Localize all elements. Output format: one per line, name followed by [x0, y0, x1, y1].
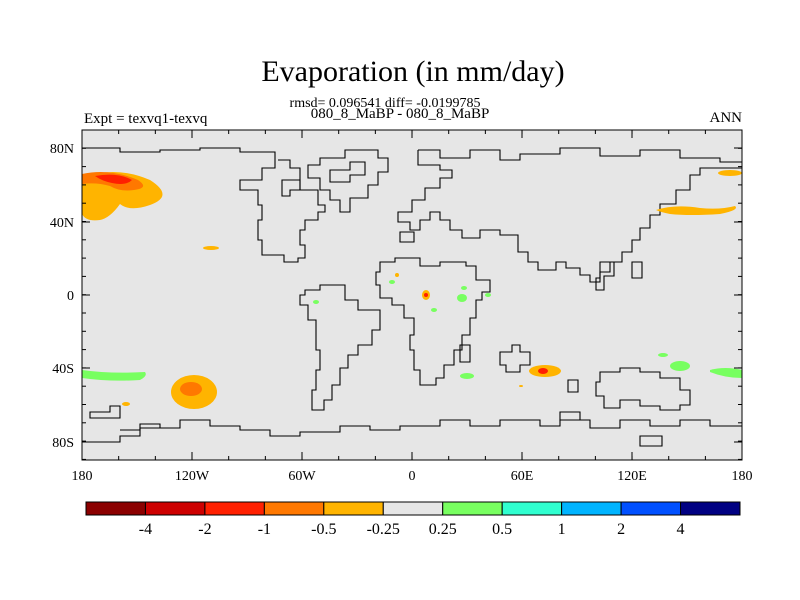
lat-label: 40S — [52, 362, 74, 377]
colorbar-label: -0.5 — [311, 521, 336, 538]
longitude-labels: 180 120W 60W 0 60E 120E 180 — [72, 469, 753, 484]
colorbar-swatch — [323, 501, 384, 516]
patch-orange — [718, 170, 742, 176]
patch-red — [424, 293, 428, 297]
colorbar-label: -4 — [139, 521, 152, 538]
case-label: 080_8_MaBP - 080_8_MaBP — [310, 106, 490, 122]
colorbar-label: 2 — [617, 521, 625, 538]
experiment-label: Expt = texvq1-texvq — [84, 111, 208, 127]
colorbar-label: 0.25 — [429, 521, 457, 538]
patch-green — [389, 280, 395, 284]
patch-small-orange — [395, 273, 399, 277]
anomaly-patches — [82, 170, 742, 409]
patch-green — [485, 293, 491, 297]
lon-label: 120E — [617, 469, 647, 484]
colorbar-swatch — [144, 501, 206, 516]
lon-label: 60E — [511, 469, 534, 484]
season-label: ANN — [709, 110, 743, 126]
colorbar — [85, 501, 741, 516]
colorbar-swatch — [561, 501, 622, 516]
axis-ticks — [81, 130, 743, 460]
lat-label: 80N — [50, 142, 74, 157]
patch-dark-red — [95, 174, 132, 184]
colorbar-swatch — [442, 501, 503, 516]
patch-red — [180, 382, 202, 396]
patch-red — [538, 368, 548, 374]
colorbar-labels: -4 -2 -1 -0.5 -0.25 0.25 0.5 1 2 4 — [139, 521, 685, 538]
lon-label: 180 — [72, 469, 93, 484]
patch-green — [670, 361, 690, 371]
latitude-labels: 80N 40N 0 40S 80S — [50, 142, 74, 451]
map-background — [82, 130, 742, 460]
patch-green — [461, 286, 467, 290]
colorbar-label: -0.25 — [367, 521, 400, 538]
colorbar-label: 1 — [558, 521, 566, 538]
patch-green — [82, 370, 146, 381]
lat-label: 0 — [67, 289, 74, 304]
rmsd-diff-stats: rmsd= 0.096541 diff= -0.0199785 — [289, 96, 481, 111]
colorbar-swatch — [204, 501, 265, 516]
colorbar-label: -1 — [258, 521, 271, 538]
lat-label: 40N — [50, 216, 74, 231]
lon-label: 180 — [732, 469, 753, 484]
colorbar-swatch — [501, 501, 563, 516]
patch-small-orange — [519, 385, 523, 387]
patch-small-orange — [122, 402, 130, 406]
patch-green — [313, 300, 319, 304]
lon-label: 60W — [288, 469, 316, 484]
patch-green — [658, 353, 668, 357]
patch-green — [457, 294, 467, 302]
lat-label: 80S — [52, 436, 74, 451]
colorbar-swatch — [382, 501, 444, 516]
colorbar-swatch — [85, 501, 146, 516]
colorbar-label: 4 — [677, 521, 685, 538]
colorbar-swatch — [680, 501, 741, 516]
plot-title: Evaporation (in mm/day) — [261, 55, 565, 88]
patch-small-orange — [203, 246, 219, 250]
patch-green — [431, 308, 437, 312]
lon-label: 120W — [175, 469, 210, 484]
coastlines — [82, 147, 742, 447]
colorbar-label: 0.5 — [492, 521, 512, 538]
colorbar-swatch — [263, 501, 325, 516]
colorbar-swatch — [620, 501, 682, 516]
patch-green — [710, 368, 742, 378]
patch-orange — [656, 206, 736, 215]
patch-green — [460, 373, 474, 379]
lon-label: 0 — [409, 469, 416, 484]
colorbar-label: -2 — [198, 521, 211, 538]
